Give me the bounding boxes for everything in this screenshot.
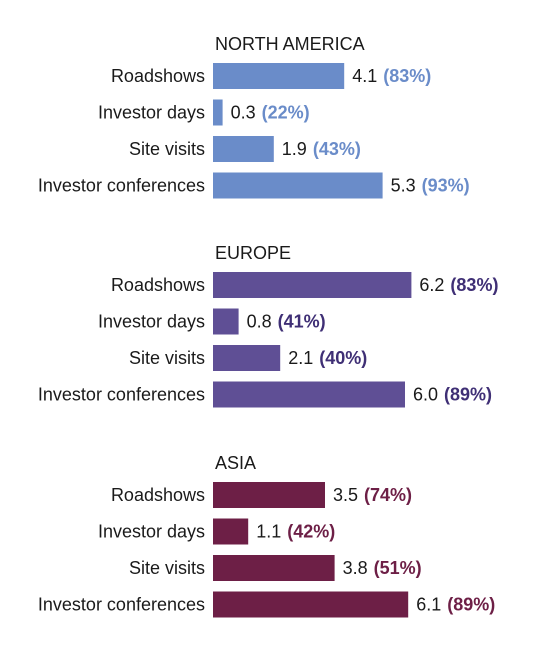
category-label: Investor days (98, 312, 205, 332)
percent-label: (74%) (364, 485, 412, 505)
bar (213, 482, 325, 508)
group-title-1: EUROPE (215, 243, 291, 263)
percent-label: (89%) (444, 385, 492, 405)
category-label: Investor days (98, 103, 205, 123)
category-label: Investor conferences (38, 385, 205, 405)
bar (213, 555, 335, 581)
percent-label: (40%) (319, 348, 367, 368)
bar (213, 591, 409, 618)
bar (213, 63, 345, 89)
group-title-0: NORTH AMERICA (215, 34, 365, 54)
bar (213, 136, 274, 162)
bar (213, 381, 405, 408)
percent-label: (43%) (313, 139, 361, 159)
value-label: 4.1 (352, 66, 377, 86)
bar (213, 272, 412, 298)
category-label: Roadshows (111, 485, 205, 505)
category-label: Investor days (98, 522, 205, 542)
chart-layer: NORTH AMERICA Roadshows 4.1 (83%) Investor d… (38, 34, 498, 618)
value-label: 0.3 (231, 103, 256, 123)
category-label: Roadshows (111, 275, 205, 295)
percent-label: (51%) (374, 558, 422, 578)
bar (213, 99, 223, 126)
bar (213, 172, 383, 199)
category-label: Investor conferences (38, 176, 205, 196)
category-label: Site visits (129, 558, 205, 578)
value-label: 6.0 (413, 385, 438, 405)
percent-label: (83%) (450, 275, 498, 295)
percent-label: (83%) (383, 66, 431, 86)
value-label: 0.8 (247, 312, 272, 332)
percent-label: (41%) (278, 312, 326, 332)
value-label: 6.1 (416, 595, 441, 615)
category-label: Investor conferences (38, 595, 205, 615)
bar (213, 345, 281, 371)
category-label: Site visits (129, 348, 205, 368)
value-label: 1.9 (282, 139, 307, 159)
value-label: 2.1 (288, 348, 313, 368)
percent-label: (42%) (287, 522, 335, 542)
category-label: Site visits (129, 139, 205, 159)
group-title-2: ASIA (215, 453, 256, 473)
category-label: Roadshows (111, 66, 205, 86)
value-label: 5.3 (391, 176, 416, 196)
percent-label: (22%) (262, 103, 310, 123)
value-label: 1.1 (256, 522, 281, 542)
value-label: 3.5 (333, 485, 358, 505)
bar (213, 518, 249, 545)
bar (213, 308, 239, 335)
percent-label: (89%) (447, 595, 495, 615)
percent-label: (93%) (422, 176, 470, 196)
value-label: 3.8 (343, 558, 368, 578)
value-label: 6.2 (419, 275, 444, 295)
